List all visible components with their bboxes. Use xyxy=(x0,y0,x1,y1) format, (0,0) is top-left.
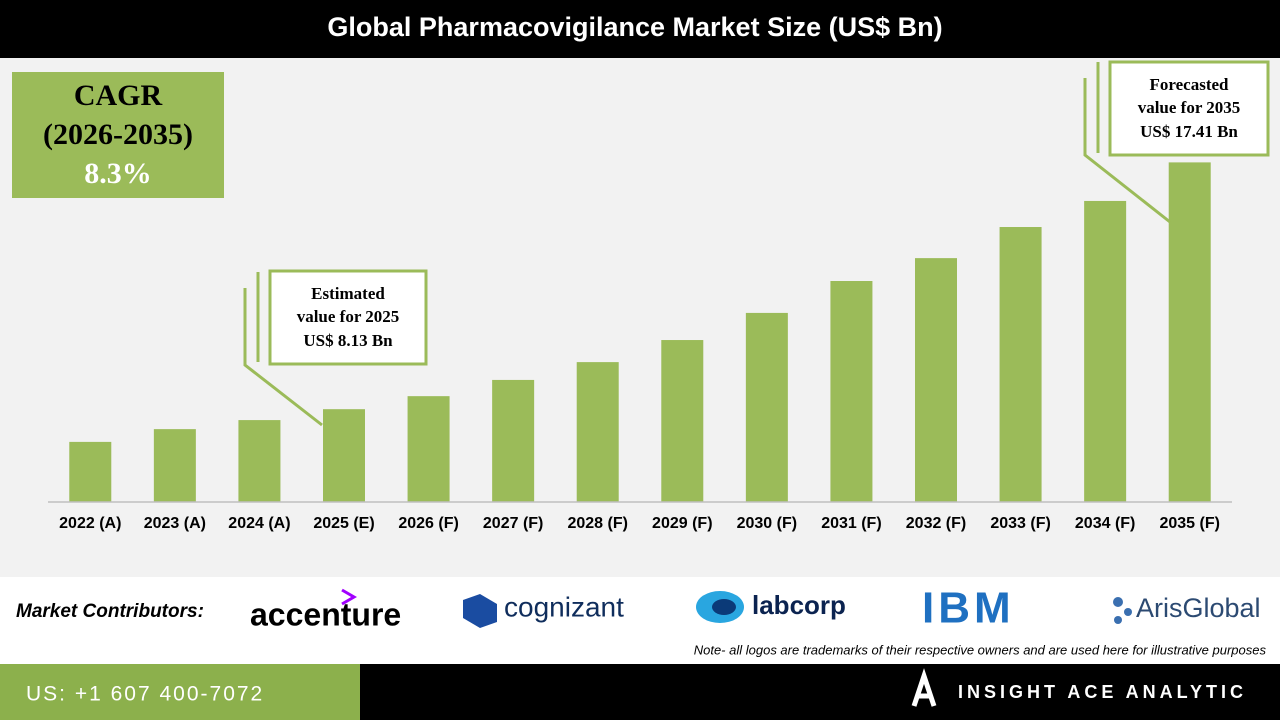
cagr-box xyxy=(12,72,224,198)
bar xyxy=(153,429,196,502)
callout-text: value for 2025 xyxy=(297,307,400,326)
bar xyxy=(238,420,281,502)
phone-bar xyxy=(0,664,360,720)
logo-mark xyxy=(341,588,357,606)
bar xyxy=(1084,200,1127,502)
callout-text: value for 2035 xyxy=(1138,98,1241,117)
cagr-label: CAGR xyxy=(74,79,163,112)
logo-mark xyxy=(463,594,497,628)
x-tick-label: 2025 (E) xyxy=(313,515,374,532)
bar xyxy=(830,281,873,502)
x-tick-label: 2030 (F) xyxy=(737,515,797,532)
x-tick-label: 2024 (A) xyxy=(228,515,290,532)
phone: US: +1 607 400-7072 xyxy=(26,683,264,706)
callout-text: US$ 17.41 Bn xyxy=(1140,122,1238,141)
bar xyxy=(407,396,450,502)
logo-mark xyxy=(1124,608,1132,616)
callout-box xyxy=(1108,60,1270,157)
x-tick-label: 2035 (F) xyxy=(1159,515,1219,532)
logo: labcorp xyxy=(752,590,846,620)
brand-mark xyxy=(911,668,937,707)
callout-connector xyxy=(243,288,323,427)
bar xyxy=(69,441,112,502)
bar xyxy=(576,362,619,502)
cagr-value: 8.3% xyxy=(84,157,152,190)
x-tick-label: 2028 (F) xyxy=(567,515,627,532)
plot: 2022 (A) 2023 (A) 2024 (A) 2025 (E) 2026 (F)… xyxy=(48,162,1232,532)
cagr-period: (2026-2035) xyxy=(43,118,193,151)
x-tick-label: 2026 (F) xyxy=(398,515,458,532)
logo: cognizant xyxy=(504,591,624,622)
bar xyxy=(661,340,704,502)
chart-title: Global Pharmacovigilance Market Size (US… xyxy=(327,12,942,42)
brand-bar xyxy=(360,664,1280,720)
x-tick-label: 2027 (F) xyxy=(483,515,543,532)
callout-connector xyxy=(1083,78,1171,224)
logo-mark xyxy=(1114,616,1122,624)
x-tick-label: 2033 (F) xyxy=(990,515,1050,532)
callout-box xyxy=(268,269,428,366)
x-tick-label: 2032 (F) xyxy=(906,515,966,532)
x-tick-label: 2022 (A) xyxy=(59,515,121,532)
logo: IBM xyxy=(922,584,1015,633)
x-tick-label: 2029 (F) xyxy=(652,515,712,532)
note: Note- all logos are trademarks of their … xyxy=(694,642,1267,657)
bar xyxy=(1168,162,1211,503)
brand: INSIGHT ACE ANALYTIC xyxy=(958,682,1247,702)
bar xyxy=(745,312,788,502)
bar xyxy=(915,258,957,502)
callout-text: Estimated xyxy=(311,284,385,303)
bar xyxy=(999,227,1042,502)
contributors-label: Market Contributors: xyxy=(16,601,204,622)
x-tick-label: 2034 (F) xyxy=(1075,515,1135,532)
x-tick-label: 2023 (A) xyxy=(144,515,206,532)
header-bar xyxy=(0,0,1280,58)
callout-text: Forecasted xyxy=(1150,75,1230,94)
logo: accenture xyxy=(250,596,401,632)
bar xyxy=(492,379,535,502)
logo: ArisGlobal xyxy=(1136,593,1261,623)
bar xyxy=(323,409,365,502)
callout-text: US$ 8.13 Bn xyxy=(303,331,393,350)
x-tick-label: 2031 (F) xyxy=(821,515,881,532)
logo-mark xyxy=(1113,597,1123,607)
logo-mark xyxy=(712,599,736,615)
